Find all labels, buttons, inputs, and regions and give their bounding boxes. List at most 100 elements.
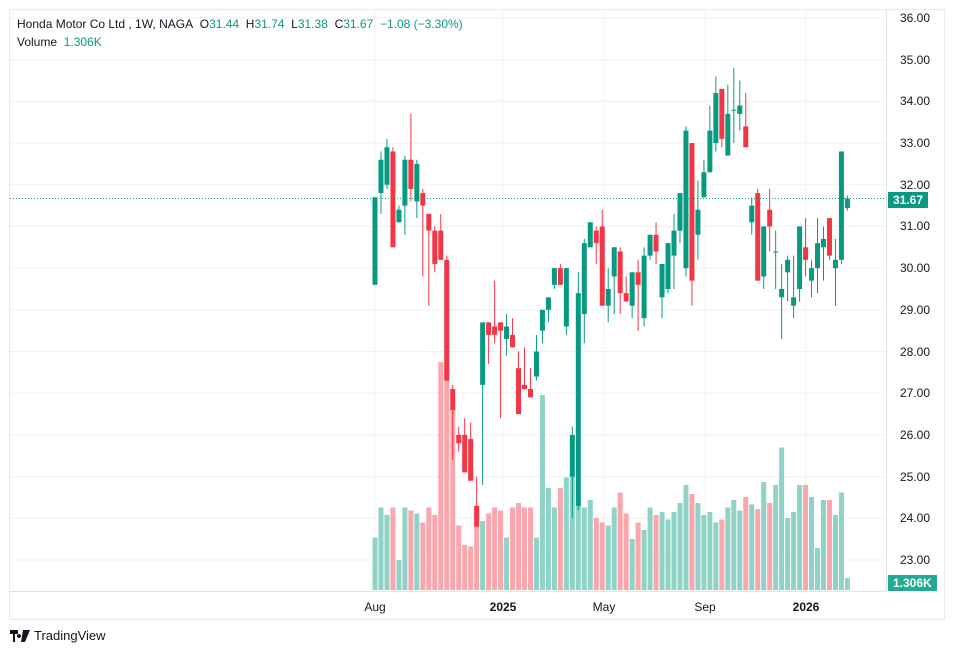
legend-ohlc-row: Honda Motor Co Ltd , 1W, NAGA O31.44 H31… bbox=[17, 17, 463, 31]
candle-body bbox=[713, 93, 719, 144]
price-tick: 23.00 bbox=[899, 552, 930, 567]
candle-body bbox=[498, 322, 504, 331]
volume-bar bbox=[683, 485, 689, 590]
price-tick: 28.00 bbox=[899, 344, 930, 359]
volume-bar bbox=[378, 507, 384, 590]
volume-bar bbox=[749, 504, 755, 590]
candle-body bbox=[587, 222, 593, 248]
candle-body bbox=[647, 234, 653, 256]
volume-bar bbox=[671, 512, 677, 590]
time-axis[interactable]: Aug 2025 May Sep 2026 bbox=[9, 591, 886, 620]
volume-bar bbox=[510, 507, 516, 590]
volume-bar bbox=[605, 525, 611, 590]
candle-body bbox=[474, 505, 480, 527]
candle-body bbox=[480, 322, 486, 385]
candle-body bbox=[826, 218, 832, 256]
volume-bar bbox=[689, 494, 695, 590]
volume-bar bbox=[719, 519, 725, 590]
volume-bar bbox=[545, 488, 551, 590]
volume-bar bbox=[737, 510, 743, 590]
candle-body bbox=[719, 88, 725, 139]
candle-body bbox=[821, 238, 826, 248]
volume-bar bbox=[533, 537, 539, 590]
volume-bar bbox=[791, 512, 797, 590]
volume-bar bbox=[408, 510, 414, 590]
candle-body bbox=[414, 163, 420, 202]
volume-bar bbox=[695, 503, 701, 590]
volume-bar bbox=[480, 521, 486, 590]
volume-bar bbox=[635, 522, 641, 590]
volume-bar bbox=[755, 509, 761, 590]
candle-body bbox=[623, 293, 629, 302]
volume-bar bbox=[809, 497, 815, 590]
volume-bar bbox=[641, 530, 647, 590]
volume-bar bbox=[450, 407, 456, 590]
candle-body bbox=[522, 384, 527, 390]
candle-body bbox=[707, 130, 713, 173]
candle-body bbox=[755, 193, 761, 281]
volume-bar bbox=[665, 519, 671, 590]
symbol-title[interactable]: Honda Motor Co Ltd , 1W, NAGA bbox=[17, 17, 194, 31]
candle-body bbox=[838, 151, 844, 260]
candle-body bbox=[677, 193, 683, 231]
volume-bar bbox=[575, 500, 581, 590]
candle-body bbox=[462, 434, 468, 473]
price-axis[interactable]: 36.00 35.00 34.00 33.00 32.00 31.00 30.00 29.00… bbox=[886, 9, 945, 591]
volume-bar bbox=[743, 497, 749, 590]
price-tick: 30.00 bbox=[899, 261, 930, 276]
volume-bar bbox=[779, 447, 785, 590]
volume-value: 1.306K bbox=[63, 35, 102, 49]
volume-bar bbox=[396, 560, 402, 590]
volume-label[interactable]: Volume bbox=[17, 35, 58, 49]
volume-bar bbox=[647, 507, 653, 590]
candle-body bbox=[749, 205, 755, 223]
volume-bar bbox=[551, 507, 557, 590]
volume-bar bbox=[527, 507, 533, 590]
volume-bar bbox=[731, 500, 737, 590]
change-value: −1.08 (−3.30%) bbox=[379, 17, 463, 31]
price-tick: 29.00 bbox=[899, 302, 930, 317]
candle-body bbox=[402, 159, 408, 206]
legend-volume-row: Volume 1.306K bbox=[17, 33, 463, 51]
candle-body bbox=[605, 288, 611, 306]
candle-body bbox=[832, 259, 838, 269]
volume-bar bbox=[844, 578, 850, 590]
candle-body bbox=[635, 272, 641, 285]
candle-body bbox=[791, 297, 797, 306]
volume-bar bbox=[486, 513, 492, 590]
volume-bar bbox=[492, 507, 498, 590]
candle-body bbox=[737, 105, 743, 114]
candle-body bbox=[450, 389, 456, 410]
candle-body bbox=[581, 243, 587, 314]
volume-bar bbox=[390, 507, 396, 590]
volume-bar bbox=[384, 515, 390, 590]
price-tick: 33.00 bbox=[899, 136, 930, 151]
volume-bar bbox=[659, 512, 665, 590]
tradingview-icon bbox=[10, 629, 30, 642]
candle-body bbox=[510, 334, 516, 348]
volume-badge: 1.306K bbox=[888, 575, 937, 591]
candle-body bbox=[743, 126, 749, 148]
volume-bar bbox=[725, 507, 731, 590]
tradingview-wordmark: TradingView bbox=[34, 628, 106, 643]
candle-body bbox=[844, 198, 850, 209]
volume-bar bbox=[438, 362, 444, 590]
candle-body bbox=[492, 326, 498, 335]
candle-body bbox=[563, 268, 569, 327]
volume-bar bbox=[468, 546, 474, 590]
candle-body bbox=[653, 234, 659, 252]
volume-bar bbox=[414, 513, 420, 590]
candle-body bbox=[444, 259, 450, 381]
volume-bar bbox=[593, 518, 599, 590]
volume-bar bbox=[402, 507, 408, 590]
tradingview-logo[interactable]: TradingView bbox=[10, 628, 106, 643]
candle-body bbox=[725, 113, 731, 156]
candle-body bbox=[773, 251, 779, 253]
volume-bar bbox=[587, 500, 593, 590]
volume-bar bbox=[821, 500, 826, 590]
volume-bar bbox=[599, 522, 605, 590]
volume-bar bbox=[611, 507, 617, 590]
candle-body bbox=[809, 268, 815, 281]
volume-bar bbox=[826, 500, 832, 590]
